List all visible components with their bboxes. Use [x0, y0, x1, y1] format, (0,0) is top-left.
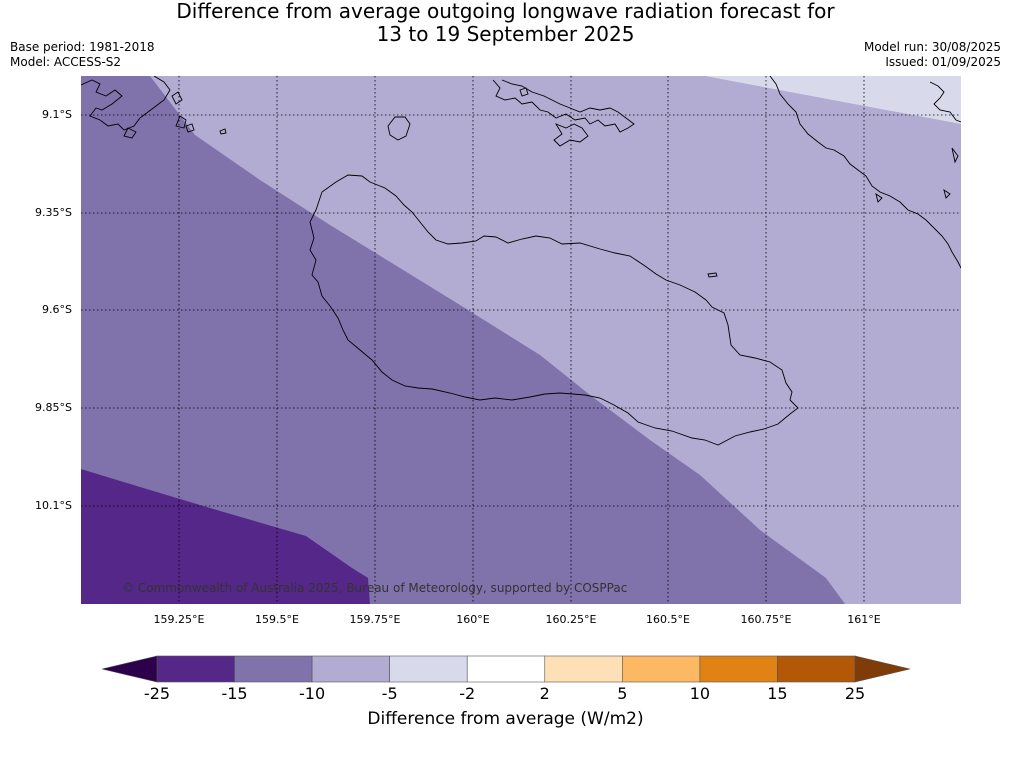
model-name: Model: ACCESS-S2 [10, 55, 122, 69]
lat-label-9-6: 9.6°S [42, 303, 72, 316]
model-run: Model run: 30/08/2025 [863, 40, 1001, 54]
map-area [81, 76, 961, 604]
colorbar-segment [622, 655, 701, 683]
colorbar-segment [699, 655, 778, 683]
lon-label-160-75: 160.75°E [740, 613, 792, 626]
lat-label-9-85: 9.85°S [35, 401, 72, 414]
colorbar-segment [234, 655, 313, 683]
colorbar-tick-label: -15 [221, 684, 248, 703]
lat-label-9-35: 9.35°S [35, 206, 72, 219]
meta-left: Base period: 1981-2018 Model: ACCESS-S2 [10, 40, 155, 70]
colorbar-tick-label: 15 [767, 684, 788, 703]
coastline-guadalcanal [309, 174, 799, 446]
coastline-malaita [769, 76, 961, 269]
map-title: Difference from average outgoing longwav… [0, 0, 1011, 46]
copyright-notice: © Commonwealth of Australia 2025, Bureau… [122, 581, 628, 595]
coastline-islet-tiny [219, 128, 227, 135]
colorbar-segment [389, 655, 468, 683]
gridlines [81, 76, 961, 604]
lon-label-159-75: 159.75°E [349, 613, 401, 626]
colorbar-label: Difference from average (W/m2) [367, 709, 644, 729]
colorbar-segment [311, 655, 390, 683]
anomaly-region-minus10-to-minus15 [81, 76, 845, 604]
colorbar-segment [466, 655, 546, 683]
colorbar-under-arrow [101, 655, 158, 683]
colorbar-tick-label: -10 [299, 684, 326, 703]
colorbar-tick-label: 2 [539, 684, 550, 703]
anomaly-region-minus2-to-minus5 [705, 76, 961, 124]
base-period: Base period: 1981-2018 [10, 40, 155, 54]
lat-label-9-1: 9.1°S [42, 108, 72, 121]
colorbar-over-arrow [854, 655, 911, 683]
lon-label-160: 160°E [456, 613, 490, 626]
lon-label-159-25: 159.25°E [153, 613, 205, 626]
lon-label-159-5: 159.5°E [255, 613, 299, 626]
colorbar-tick-label: -2 [459, 684, 476, 703]
colorbar-segment [777, 655, 856, 683]
lon-label-161: 161°E [847, 613, 881, 626]
colorbar-segment [544, 655, 623, 683]
colorbar [101, 655, 911, 683]
title-line-2: 13 to 19 September 2025 [376, 22, 635, 46]
title-line-1: Difference from average outgoing longwav… [176, 0, 835, 23]
coastline-islet-dot [707, 272, 718, 278]
lat-label-10-1: 10.1°S [35, 499, 72, 512]
colorbar-tick-label: 25 [844, 684, 866, 703]
lon-label-160-5: 160.5°E [646, 613, 690, 626]
colorbar-tick-label: -5 [381, 684, 398, 703]
coastline-russell-islands [81, 76, 195, 139]
colorbar-segment [156, 655, 235, 683]
colorbar-tick-label: 10 [689, 684, 711, 703]
coastlines [81, 76, 961, 446]
colorbar-tick-label: 5 [617, 684, 628, 703]
coastline-islet-small [387, 116, 411, 141]
anomaly-region-minus15-to-minus25 [81, 469, 370, 604]
colorbar-tick-label: -25 [143, 684, 171, 703]
issued-date: Issued: 01/09/2025 [885, 55, 1001, 69]
meta-right: Model run: 30/08/2025 Issued: 01/09/2025 [864, 40, 1001, 70]
lon-label-160-25: 160.25°E [545, 613, 597, 626]
